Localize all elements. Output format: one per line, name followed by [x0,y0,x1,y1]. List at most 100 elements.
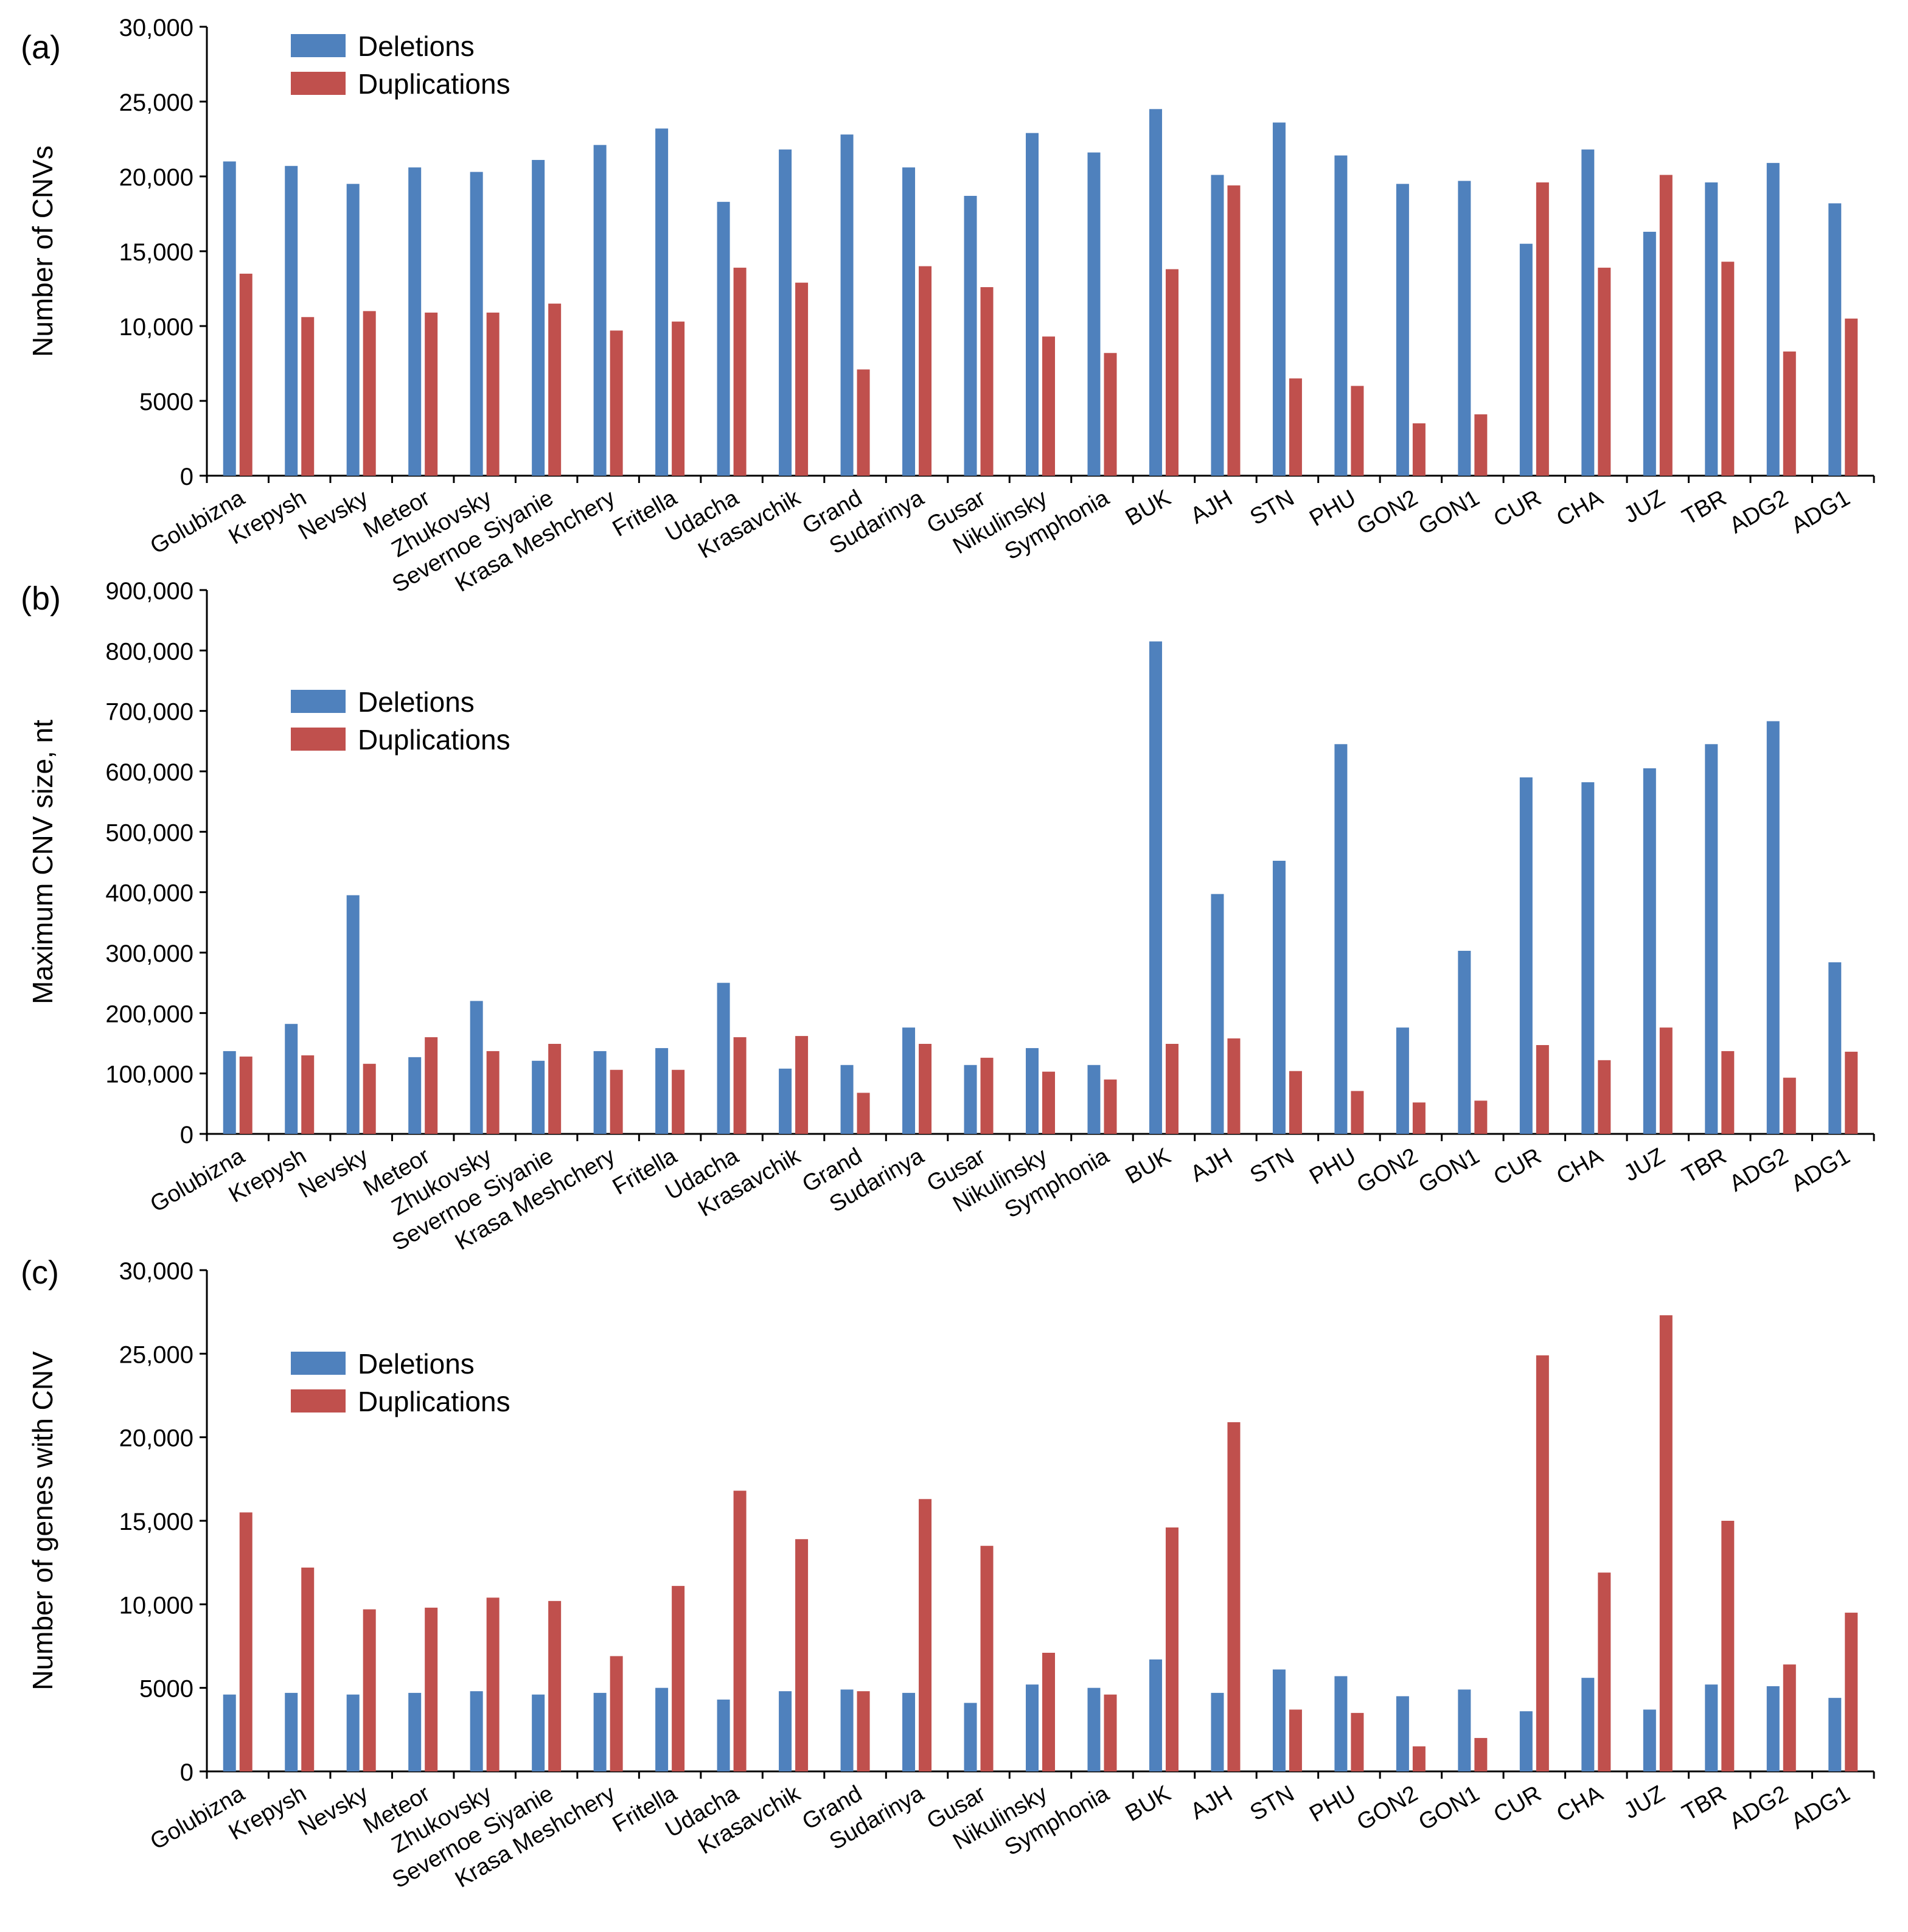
bar-duplications-sudarinya [919,1499,932,1771]
bar-duplications-fritella [672,1069,685,1134]
bar-duplications-gusar [980,287,994,476]
y-tick-label: 400,000 [105,880,193,907]
y-axis-title: Number of CNVs [27,145,58,357]
bar-duplications-golubizna [239,1056,252,1134]
legend-swatch-duplications [291,72,346,95]
x-tick-label: Nevsky [294,1143,372,1203]
panel-c: (c) Number of genes with CNV 0 5000 10,000 15… [21,1254,1875,1894]
panel-label: (a) [21,29,61,66]
bar-duplications-golubizna [239,1512,252,1771]
bar-deletions-krasa-meshchery [593,1051,607,1134]
bar-deletions-phu [1334,155,1348,476]
bar-deletions-meteor [408,167,422,476]
bar-duplications-krasa-meshchery [610,330,623,476]
y-tick-label: 15,000 [119,239,193,266]
bar-duplications-meteor [425,1037,438,1134]
y-tick-label: 20,000 [119,1425,193,1452]
bar-duplications-fritella [672,321,685,476]
x-tick-label: TBR [1678,485,1731,530]
bar-duplications-stn [1289,378,1302,476]
bar-duplications-fritella [672,1586,685,1771]
x-tick-label: ADG2 [1725,1781,1793,1834]
legend-swatch-duplications [291,728,346,751]
x-tick-label: Nevsky [294,485,372,545]
bar-duplications-tbr [1721,1051,1735,1134]
bar-deletions-gon1 [1458,1689,1471,1771]
x-tick-label: TBR [1678,1143,1731,1188]
bar-deletions-udacha [717,982,730,1134]
bar-deletions-adg2 [1766,162,1780,476]
bar-deletions-golubizna [223,1694,236,1771]
x-tick-label: Nevsky [294,1781,372,1841]
bar-duplications-zhukovsky [486,312,500,476]
bar-deletions-krepysh [285,1024,298,1134]
bar-deletions-adg1 [1828,1698,1842,1771]
bar-duplications-nikulinsky [1042,1652,1055,1771]
bar-deletions-cur [1519,1711,1533,1771]
bar-deletions-gusar [964,1703,977,1771]
x-tick-label: CHA [1552,1143,1607,1190]
legend-swatch-deletions [291,34,346,57]
bar-duplications-juz [1659,175,1673,476]
x-tick-label: GON2 [1353,485,1422,540]
bar-duplications-grand [857,1093,870,1134]
bar-deletions-gon1 [1458,951,1471,1134]
x-tick-label: CHA [1552,485,1607,532]
bar-duplications-adg2 [1783,1664,1796,1771]
y-tick-label: 600,000 [105,759,193,786]
bar-deletions-grand [840,134,854,476]
bar-duplications-phu [1351,1712,1364,1771]
bar-duplications-krasa-meshchery [610,1069,623,1134]
bar-duplications-severnoe-siyanie [548,1043,562,1134]
bar-deletions-krepysh [285,1692,298,1771]
bar-deletions-zhukovsky [470,172,483,476]
bar-deletions-cha [1581,1678,1595,1771]
legend-label-deletions: Deletions [358,1348,475,1380]
bar-deletions-adg2 [1766,1686,1780,1771]
bar-deletions-ajh [1211,894,1224,1134]
bar-deletions-fritella [655,1687,669,1771]
bar-duplications-stn [1289,1071,1302,1134]
panel-b: (b) Maximum CNV size, nt 0 100,000 200,000 30… [21,578,1875,1256]
bar-deletions-fritella [655,128,669,476]
bar-duplications-nevsky [363,311,376,476]
bar-deletions-zhukovsky [470,1001,483,1134]
bar-duplications-ajh [1227,185,1241,476]
bar-deletions-cha [1581,149,1595,476]
bar-deletions-tbr [1705,182,1718,476]
bar-duplications-ajh [1227,1038,1241,1134]
bar-duplications-zhukovsky [486,1597,500,1771]
bar-duplications-adg1 [1845,1613,1858,1771]
bar-deletions-gon2 [1396,184,1409,476]
bar-deletions-stn [1272,122,1286,476]
legend-label-duplications: Duplications [358,68,510,100]
bar-deletions-zhukovsky [470,1691,483,1771]
x-tick-label: ADG1 [1787,485,1854,538]
bar-duplications-meteor [425,1607,438,1771]
bar-deletions-krepysh [285,165,298,476]
x-tick-label: CHA [1552,1781,1607,1827]
legend-label-deletions: Deletions [358,686,475,718]
bar-duplications-juz [1659,1027,1673,1134]
y-tick-label: 900,000 [105,578,193,605]
y-tick-label: 200,000 [105,1001,193,1027]
y-tick-label: 500,000 [105,819,193,846]
bar-duplications-adg1 [1845,1051,1858,1134]
bar-duplications-juz [1659,1315,1673,1771]
bar-duplications-gusar [980,1546,994,1771]
y-tick-label: 5000 [139,389,193,415]
bar-deletions-adg1 [1828,203,1842,476]
y-tick-label: 0 [180,464,193,490]
bar-deletions-golubizna [223,1051,236,1134]
bar-duplications-golubizna [239,273,252,476]
bar-deletions-severnoe-siyanie [532,159,545,476]
bar-deletions-adg2 [1766,721,1780,1134]
x-tick-label: TBR [1678,1781,1731,1826]
bar-deletions-stn [1272,861,1286,1134]
bar-deletions-juz [1643,1709,1656,1771]
x-tick-label: GON1 [1415,1781,1484,1835]
bar-duplications-adg2 [1783,1077,1796,1134]
bar-deletions-tbr [1705,744,1718,1134]
bar-deletions-golubizna [223,161,236,476]
